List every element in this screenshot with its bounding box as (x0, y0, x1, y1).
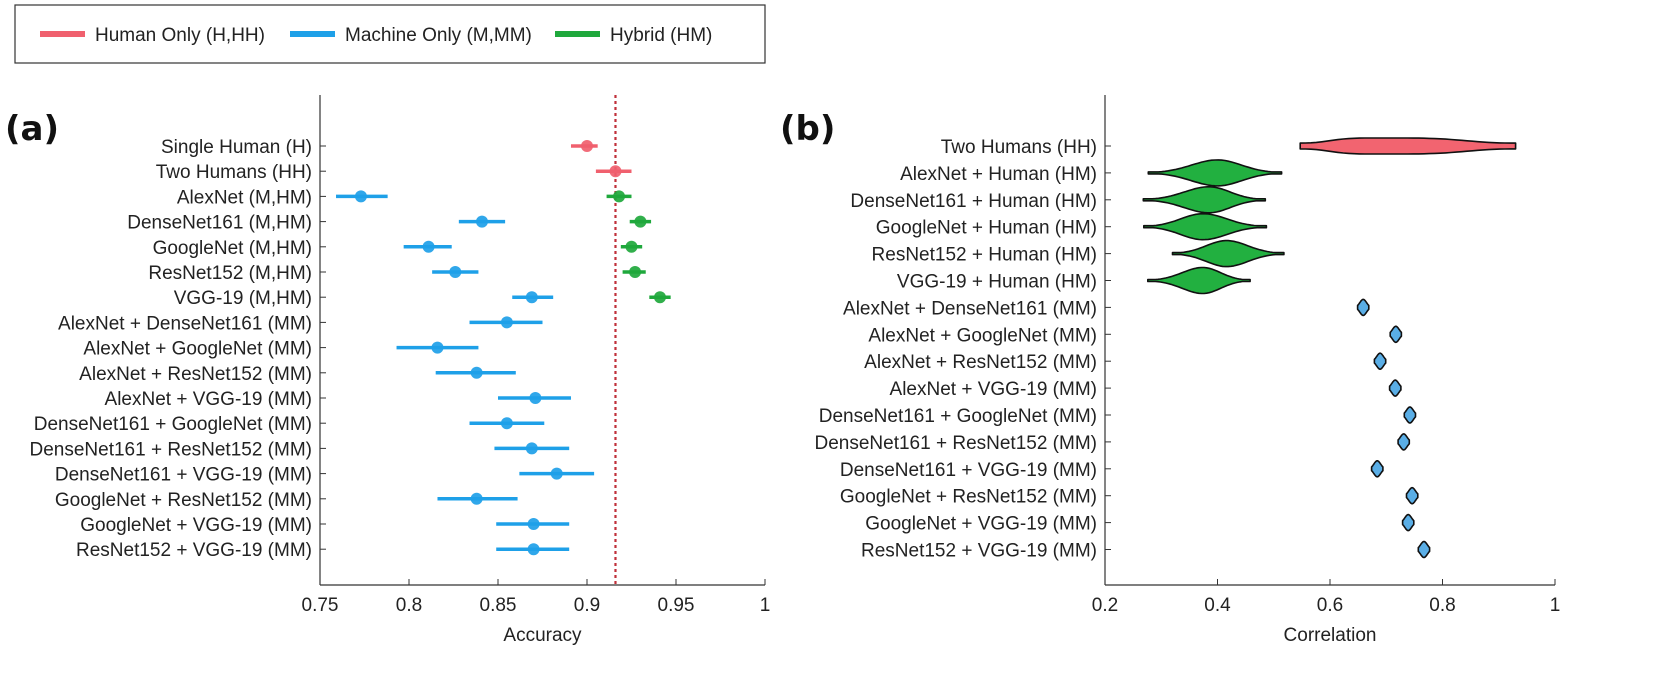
y-tick-label: Two Humans (HH) (941, 137, 1097, 158)
data-point (529, 392, 542, 404)
data-point (475, 215, 488, 228)
data-point (550, 467, 563, 480)
x-axis-label: Accuracy (503, 625, 582, 646)
x-tick-label: 1 (1550, 595, 1561, 616)
y-tick-label: AlexNet + GoogleNet (MM) (868, 325, 1097, 346)
data-point (354, 190, 367, 203)
panel-a: (a) 0.75 0.8 0.85 0.9 0.95 1 Accuracy Single Hum… (5, 95, 770, 646)
legend-label: Human Only (H,HH) (95, 25, 265, 46)
y-tick-label: GoogleNet + VGG-19 (MM) (80, 515, 312, 536)
legend-label: Hybrid (HM) (610, 25, 712, 46)
y-tick-label: DenseNet161 (M,HM) (127, 213, 312, 234)
y-tick-label: DenseNet161 + GoogleNet (MM) (34, 414, 312, 435)
violin (1397, 433, 1411, 451)
data-point (500, 417, 513, 430)
data-point (527, 518, 540, 530)
violin (1388, 379, 1402, 397)
y-tick-label: ResNet152 + Human (HM) (872, 245, 1097, 266)
y-tick-label: Single Human (H) (161, 137, 312, 158)
violin (1370, 460, 1384, 478)
y-tick-label: GoogleNet + Human (HM) (876, 218, 1097, 239)
y-tick-label: AlexNet + ResNet152 (MM) (79, 364, 312, 385)
y-tick-label: ResNet152 + VGG-19 (MM) (76, 540, 312, 561)
panel-label: (a) (5, 109, 59, 149)
violin (1171, 239, 1285, 268)
panel-label: (b) (780, 109, 835, 149)
y-tick-label: Two Humans (HH) (156, 162, 312, 183)
data-point (470, 492, 483, 505)
data-point (431, 341, 444, 354)
data-point (422, 240, 435, 253)
legend-box (14, 4, 766, 64)
x-tick-label: 0.8 (1429, 595, 1455, 616)
data-point (500, 316, 513, 329)
data-point (625, 240, 638, 253)
y-tick-label: VGG-19 + Human (HM) (897, 272, 1097, 293)
y-tick-label: AlexNet + GoogleNet (MM) (83, 339, 312, 360)
x-tick-label: 0.75 (302, 595, 339, 616)
y-tick-label: DenseNet161 + Human (HM) (850, 191, 1097, 212)
violin (1356, 298, 1370, 317)
x-tick-label: 0.2 (1092, 595, 1118, 616)
x-tick-label: 0.4 (1204, 595, 1231, 616)
violin (1389, 325, 1403, 344)
y-tick-label: DenseNet161 + VGG-19 (MM) (55, 465, 312, 486)
y-tick-label: ResNet152 + VGG-19 (MM) (861, 541, 1097, 562)
x-axis-label: Correlation (1284, 625, 1377, 646)
data-point (449, 266, 462, 278)
y-tick-label: DenseNet161 + GoogleNet (MM) (819, 406, 1097, 427)
y-tick-label: DenseNet161 + ResNet152 (MM) (30, 439, 313, 460)
data-point (581, 140, 593, 152)
y-tick-label: AlexNet + DenseNet161 (MM) (843, 298, 1097, 319)
violin (1403, 406, 1417, 424)
x-tick-label: 0.9 (574, 595, 600, 616)
violin (1405, 486, 1419, 505)
data-point (527, 543, 540, 556)
panel-b: (b) 0.2 0.4 0.6 0.8 1 Correlation Two Humans (H… (780, 95, 1560, 646)
violin (1142, 186, 1267, 214)
legend-label: Machine Only (M,MM) (345, 25, 532, 46)
y-tick-label: AlexNet + ResNet152 (MM) (864, 352, 1097, 373)
x-tick-label: 0.85 (480, 595, 517, 616)
y-tick-label: GoogleNet + ResNet152 (MM) (55, 490, 312, 511)
y-tick-label: AlexNet + VGG-19 (MM) (890, 379, 1097, 400)
violin (1401, 513, 1415, 532)
legend: Human Only (H,HH) Machine Only (M,MM) Hybr… (14, 4, 766, 64)
y-tick-label: AlexNet + Human (HM) (900, 164, 1097, 185)
y-tick-label: DenseNet161 + VGG-19 (MM) (840, 460, 1097, 481)
violin (1299, 137, 1517, 155)
y-tick-label: AlexNet (M,HM) (177, 187, 312, 208)
x-tick-label: 0.8 (396, 595, 422, 616)
y-tick-label: GoogleNet (M,HM) (153, 238, 312, 259)
data-point (653, 291, 666, 304)
y-tick-label: GoogleNet + ResNet152 (MM) (840, 487, 1097, 508)
data-point (609, 165, 622, 178)
y-tick-label: ResNet152 (M,HM) (148, 263, 312, 284)
violin (1147, 159, 1283, 187)
x-tick-label: 0.6 (1317, 595, 1343, 616)
y-tick-label: GoogleNet + VGG-19 (MM) (865, 514, 1097, 535)
data-point (634, 215, 647, 228)
data-point (525, 291, 538, 304)
data-point (470, 366, 483, 379)
violin (1373, 352, 1387, 370)
data-point (629, 266, 642, 278)
violin (1147, 266, 1251, 295)
y-tick-label: VGG-19 (M,HM) (174, 288, 312, 309)
violin (1417, 540, 1431, 559)
violin (1143, 212, 1268, 241)
x-tick-label: 0.95 (658, 595, 695, 616)
data-point (613, 190, 626, 203)
y-tick-label: AlexNet + VGG-19 (MM) (105, 389, 312, 410)
y-tick-label: DenseNet161 + ResNet152 (MM) (815, 433, 1098, 454)
y-tick-label: AlexNet + DenseNet161 (MM) (58, 313, 312, 334)
data-point (525, 442, 538, 455)
x-tick-label: 1 (760, 595, 771, 616)
